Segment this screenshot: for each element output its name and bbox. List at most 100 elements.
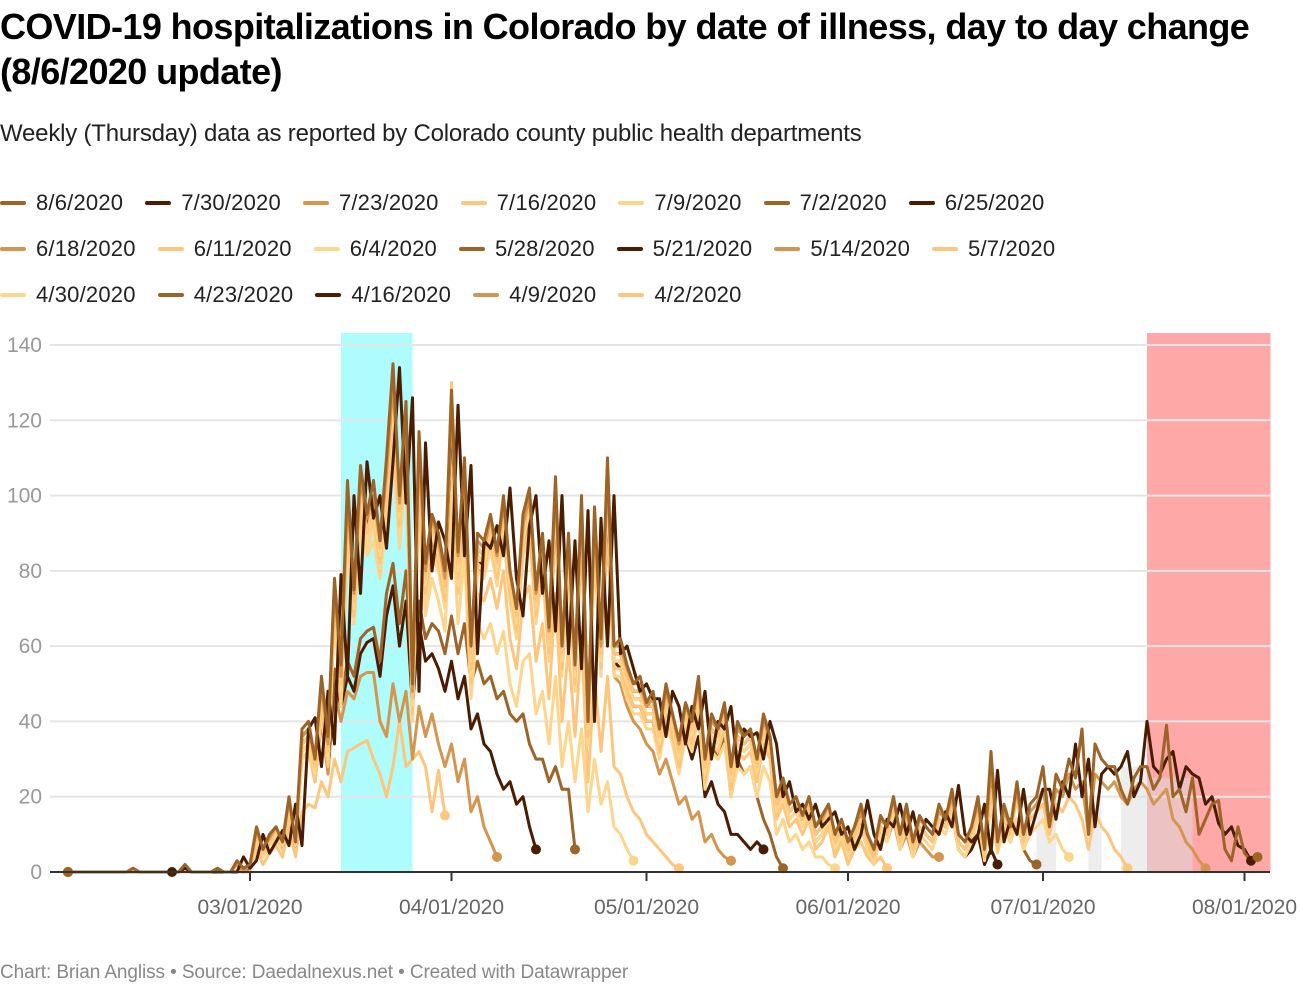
x-tick-label: 04/01/2020	[399, 896, 504, 919]
legend-item[interactable]: 7/9/2020	[618, 190, 741, 216]
series-end-dot	[1200, 863, 1211, 874]
legend-item[interactable]: 5/21/2020	[616, 236, 753, 262]
legend-item[interactable]: 6/18/2020	[0, 236, 136, 262]
legend-row: 4/30/2020 4/23/2020 4/16/2020 4/9/2020 4/2/2…	[0, 272, 1290, 318]
legend-item[interactable]: 5/28/2020	[458, 236, 595, 262]
legend-label: 7/16/2020	[496, 190, 597, 215]
legend-item[interactable]: 5/7/2020	[932, 236, 1055, 262]
legend-swatch	[460, 201, 487, 205]
legend-swatch	[618, 293, 645, 297]
x-tick-label: 05/01/2020	[594, 896, 699, 919]
legend-swatch	[157, 247, 184, 251]
legend-label: 4/2/2020	[654, 282, 742, 307]
legend-item[interactable]: 4/2/2020	[618, 282, 741, 308]
y-tick-label: 40	[19, 710, 42, 733]
y-tick-label: 100	[7, 485, 42, 508]
legend-label: 5/7/2020	[968, 236, 1056, 261]
series-end-dot	[1031, 859, 1042, 870]
series-end-dot	[1122, 863, 1133, 874]
series-end-dot	[758, 844, 769, 855]
legend-label: 6/11/2020	[193, 236, 292, 261]
legend-item[interactable]: 6/25/2020	[908, 190, 1045, 216]
legend-swatch	[157, 293, 184, 297]
legend-swatch	[0, 293, 26, 297]
legend-item[interactable]: 7/16/2020	[460, 190, 597, 216]
legend-swatch	[774, 247, 801, 251]
legend-swatch	[932, 247, 959, 251]
legend-item[interactable]: 7/2/2020	[763, 190, 887, 216]
y-tick-label: 140	[7, 334, 42, 357]
legend-label: 4/30/2020	[36, 282, 136, 307]
legend-label: 7/9/2020	[654, 190, 742, 215]
legend-swatch	[763, 201, 790, 205]
series-end-dot	[440, 810, 450, 821]
legend-item[interactable]: 7/23/2020	[302, 190, 439, 216]
y-tick-label: 20	[19, 786, 42, 809]
series-end-dot	[830, 863, 840, 874]
series-end-dot	[992, 859, 1003, 870]
credit-name: Brian Angliss	[56, 962, 165, 983]
legend-label: 8/6/2020	[36, 190, 124, 215]
legend-item[interactable]: 4/23/2020	[157, 282, 294, 308]
legend-label: 6/18/2020	[36, 236, 136, 261]
legend-label: 5/21/2020	[652, 236, 753, 261]
legend-item[interactable]: 4/30/2020	[0, 282, 136, 308]
legend-swatch	[315, 293, 342, 297]
x-axis	[50, 871, 1270, 881]
legend-swatch	[0, 201, 26, 205]
chart-title: COVID-19 hospitalizations in Colorado by…	[0, 6, 1250, 92]
separator: •	[170, 962, 177, 983]
series-end-dot	[1252, 851, 1263, 862]
series-line-8-6-2020[interactable]	[66, 362, 1259, 874]
legend-item[interactable]: 4/9/2020	[473, 282, 596, 308]
y-tick-label: 60	[19, 635, 42, 658]
legend-label: 4/16/2020	[351, 282, 452, 307]
y-tick-label: 80	[19, 560, 42, 583]
legend-item[interactable]: 8/6/2020	[0, 190, 123, 216]
legend-item[interactable]: 4/16/2020	[315, 282, 451, 308]
legend-item[interactable]: 6/4/2020	[313, 236, 437, 262]
credit-label: Chart:	[0, 962, 52, 983]
series-end-dot	[492, 851, 502, 862]
legend-swatch	[313, 247, 340, 251]
y-tick-label: 120	[7, 409, 42, 432]
legend-item[interactable]: 7/30/2020	[145, 190, 281, 216]
y-tick-label: 0	[30, 861, 42, 884]
legend-label: 5/28/2020	[494, 236, 595, 261]
shaded-area	[1147, 777, 1193, 872]
legend-label: 6/4/2020	[349, 236, 437, 261]
legend-label: 5/14/2020	[810, 236, 911, 261]
legend-row: 8/6/2020 7/30/2020 7/23/2020 7/16/2020 7/9/2…	[0, 180, 1290, 226]
series-end-dot	[882, 863, 892, 874]
x-tick-label: 06/01/2020	[795, 896, 900, 919]
legend-label: 7/23/2020	[338, 190, 439, 215]
series-end-dot	[1064, 851, 1074, 862]
x-tick-label: 03/01/2020	[197, 896, 302, 919]
separator: •	[398, 962, 405, 983]
series-end-dot	[726, 855, 736, 866]
y-axis-labels: 0 20 40 60 80 100 120 140	[7, 334, 42, 884]
datawrapper-credit[interactable]: Created with Datawrapper	[409, 962, 629, 983]
series-end-dot	[934, 851, 944, 862]
legend-label: 7/2/2020	[799, 190, 887, 215]
legend-swatch	[473, 293, 500, 297]
chart-subtitle: Weekly (Thursday) data as reported by Co…	[0, 120, 862, 147]
x-tick-label: 08/01/2020	[1192, 896, 1297, 919]
series-end-dot	[674, 863, 684, 874]
source-link[interactable]: Daedalnexus.net	[251, 962, 393, 983]
legend-row: 6/18/2020 6/11/2020 6/4/2020 5/28/2020 5/21/…	[0, 226, 1290, 272]
legend: 8/6/2020 7/30/2020 7/23/2020 7/16/2020 7/9/2…	[0, 180, 1290, 318]
legend-label: 4/9/2020	[509, 282, 597, 307]
series-end-dot	[531, 844, 541, 855]
series-end-dot	[628, 855, 639, 866]
legend-swatch	[302, 201, 329, 205]
legend-swatch	[616, 247, 643, 251]
x-axis-labels: 03/01/2020 04/01/2020 05/01/2020 06/01/2020…	[197, 896, 1297, 919]
legend-label: 6/25/2020	[944, 190, 1045, 215]
legend-label: 7/30/2020	[181, 190, 281, 215]
legend-swatch	[0, 247, 26, 251]
legend-item[interactable]: 5/14/2020	[774, 236, 910, 262]
legend-item[interactable]: 6/11/2020	[157, 236, 292, 262]
legend-swatch	[458, 247, 485, 251]
